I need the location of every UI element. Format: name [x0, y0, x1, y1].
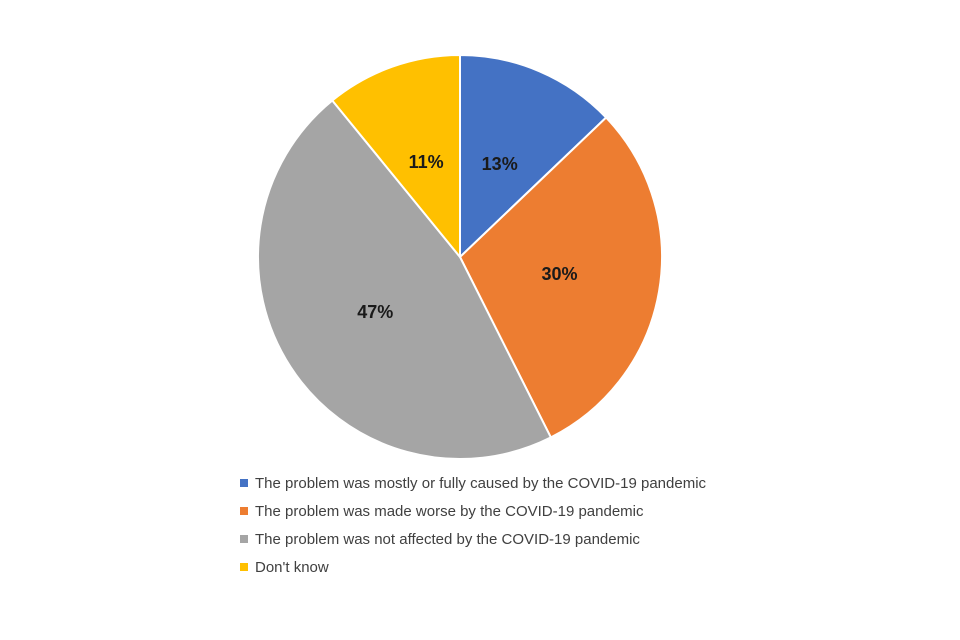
legend-label: Don't know [255, 558, 329, 576]
legend-label: The problem was mostly or fully caused b… [255, 474, 707, 492]
legend-item: The problem was not affected by the COVI… [240, 525, 706, 553]
pie-slice-0 [459, 54, 608, 258]
pie-value-label-0: 13% [482, 154, 518, 174]
legend-swatch-icon [240, 535, 248, 543]
pie-slice-3 [331, 54, 461, 258]
legend-swatch-icon [240, 507, 248, 515]
legend-label: The problem was not affected by the COVI… [255, 530, 640, 548]
legend-label: The problem was made worse by the COVID-… [255, 502, 644, 520]
pie-slice-1 [459, 116, 663, 439]
pie-value-label-3: 11% [409, 152, 444, 172]
pie-value-label-2: 47% [357, 302, 393, 322]
pie-value-label-1: 30% [541, 264, 577, 284]
pie-slice-2 [257, 99, 552, 460]
chart-legend: The problem was mostly or fully caused b… [240, 469, 706, 581]
legend-item: The problem was mostly or fully caused b… [240, 469, 706, 497]
legend-item: Don't know [240, 553, 706, 581]
pie-chart: 13% 30% 47% 11% [257, 54, 663, 460]
legend-swatch-icon [240, 563, 248, 571]
legend-swatch-icon [240, 479, 248, 487]
legend-item: The problem was made worse by the COVID-… [240, 497, 706, 525]
